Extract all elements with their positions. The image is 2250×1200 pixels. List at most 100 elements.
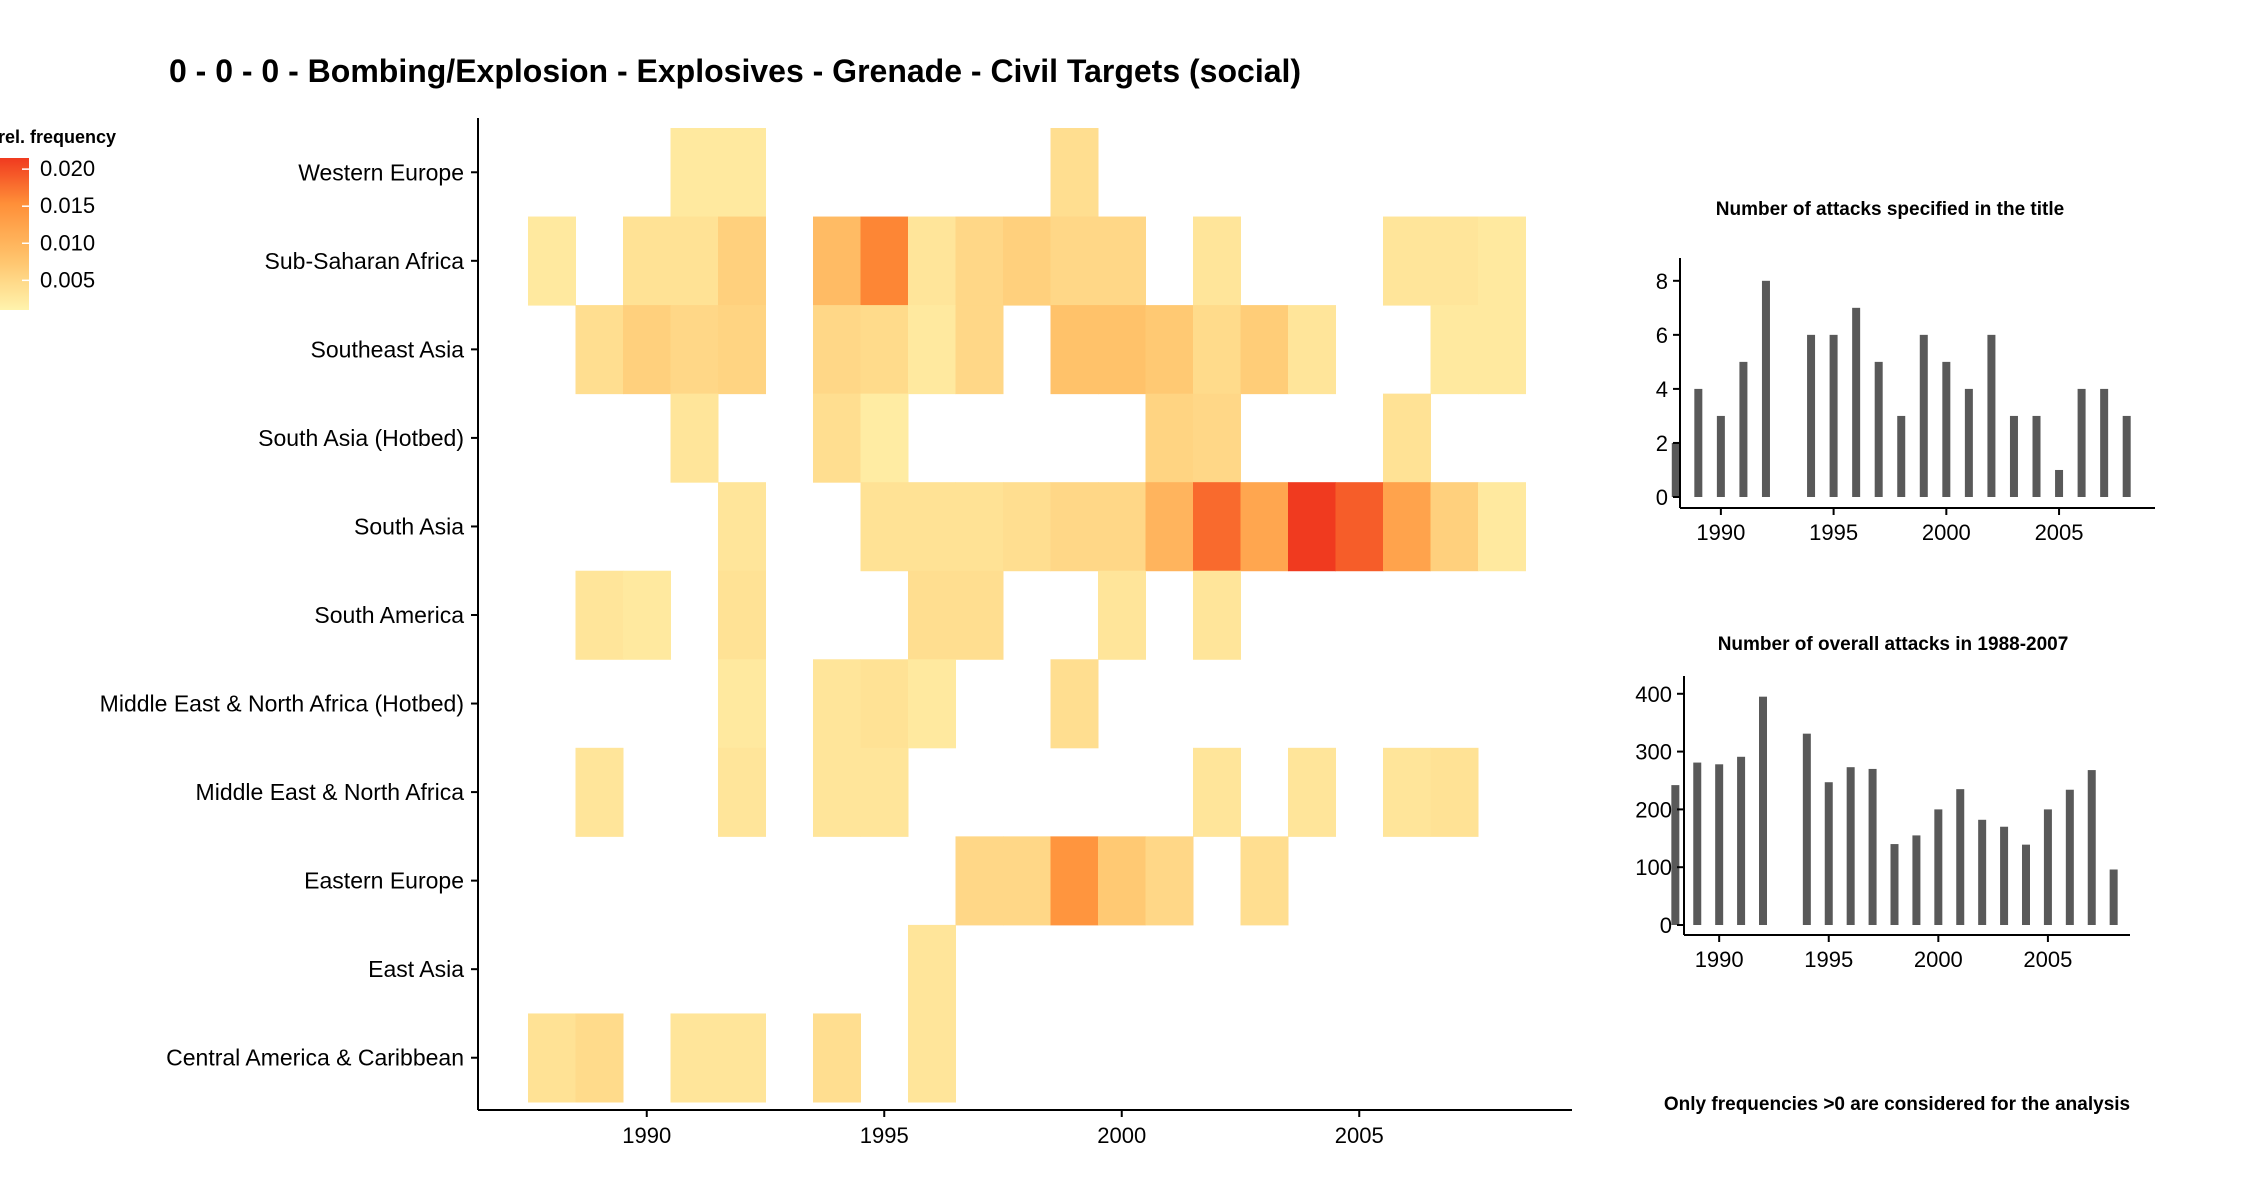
heat-cell-southeast-asia-1992 (718, 305, 766, 395)
attacks-title-bar-chart-bar-2005 (2055, 469, 2064, 497)
heat-cell-south-asia-2001 (1145, 482, 1194, 572)
heat-cell-south-asia-1997 (955, 482, 1004, 572)
heatmap-y-label-middle-east-and-north-africa: Middle East & North Africa (196, 779, 465, 805)
heat-cell-middle-east-and-north-africa-hotbed-1995 (860, 659, 909, 749)
attacks-title-bar-chart-bar-1989 (1694, 388, 1703, 497)
heat-cell-central-america-and-caribbean-1989 (575, 1013, 624, 1103)
attacks-overall-bar-chart-x-label-2005: 2005 (2023, 947, 2072, 972)
heat-cell-sub-saharan-africa-1998 (1003, 216, 1051, 306)
heat-cell-southeast-asia-1989 (575, 305, 624, 395)
heat-cell-sub-saharan-africa-1996 (908, 216, 956, 306)
heat-cell-sub-saharan-africa-2006 (1383, 216, 1431, 306)
heat-cell-south-asia-1992 (718, 482, 766, 572)
legend-title: rel. frequency (0, 127, 116, 147)
heatmap-y-label-middle-east-and-north-africa-hotbed: Middle East & North Africa (Hotbed) (100, 691, 464, 717)
heat-cell-eastern-europe-2001 (1145, 836, 1194, 926)
heatmap-y-label-south-asia: South Asia (354, 513, 464, 539)
attacks-title-bar-chart-bar-1999 (1919, 334, 1928, 497)
heat-cell-south-asia-hotbed-1994 (813, 393, 861, 483)
attacks-title-bar-chart-y-label-8: 8 (1656, 269, 1668, 294)
attacks-title-bar-chart-bar-1998 (1897, 415, 1906, 497)
heat-cell-middle-east-and-north-africa-2006 (1383, 747, 1431, 837)
heat-cell-sub-saharan-africa-2002 (1193, 216, 1241, 306)
heat-cell-middle-east-and-north-africa-2002 (1193, 747, 1241, 837)
heat-cell-middle-east-and-north-africa-1989 (575, 747, 624, 837)
attacks-overall-bar-chart-bar-1990 (1715, 764, 1724, 925)
heat-cell-south-asia-1998 (1003, 482, 1051, 572)
attacks-overall-bar-chart-y-label-100: 100 (1635, 855, 1672, 880)
attacks-title-bar-chart-bar-2002 (1987, 334, 1996, 497)
heat-cell-middle-east-and-north-africa-hotbed-1999 (1050, 659, 1099, 749)
heat-cell-sub-saharan-africa-1988 (528, 216, 576, 306)
attacks-title-panel: Number of attacks specified in the title… (1656, 199, 2155, 545)
attacks-title-bar-chart-bar-1996 (1852, 307, 1861, 497)
heat-cell-southeast-asia-2004 (1288, 305, 1336, 395)
attacks-title-bar-chart-bar-2000 (1942, 361, 1951, 497)
heat-cell-middle-east-and-north-africa-1992 (718, 747, 766, 837)
heatmap-cells (528, 128, 1526, 1103)
attacks-overall-bar-chart-bar-1998 (1890, 844, 1899, 925)
attacks-title-bar-chart-x-label-2005: 2005 (2035, 520, 2084, 545)
heat-cell-south-asia-hotbed-2006 (1383, 393, 1431, 483)
heat-cell-middle-east-and-north-africa-1994 (813, 747, 861, 837)
heat-cell-southeast-asia-2001 (1145, 305, 1194, 395)
heat-cell-south-asia-hotbed-1991 (670, 393, 719, 483)
legend-ticks: 0.005 0.010 0.015 0.020 (22, 156, 95, 292)
heatmap-axes: Western Europe Sub-Saharan Africa Southeas… (100, 118, 1572, 1148)
attacks-overall-bar-chart-bar-1994 (1802, 733, 1811, 925)
attacks-overall-bar-chart-y-label-200: 200 (1635, 797, 1672, 822)
heat-cell-sub-saharan-africa-1995 (860, 216, 909, 306)
heat-cell-south-asia-1999 (1050, 482, 1099, 572)
heat-cell-middle-east-and-north-africa-hotbed-1996 (908, 659, 956, 749)
attacks-overall-bar-chart-bar-2002 (1978, 819, 1987, 925)
heat-cell-middle-east-and-north-africa-hotbed-1992 (718, 659, 766, 749)
heat-cell-sub-saharan-africa-1994 (813, 216, 861, 306)
heat-cell-southeast-asia-1996 (908, 305, 956, 395)
heatmap-y-label-western-europe: Western Europe (298, 159, 464, 185)
heat-cell-eastern-europe-1998 (1003, 836, 1051, 926)
heat-cell-south-asia-2008 (1478, 482, 1526, 572)
heat-cell-southeast-asia-1999 (1050, 305, 1099, 395)
heatmap-panel: Western Europe Sub-Saharan Africa Southeas… (100, 118, 1572, 1148)
heat-cell-central-america-and-caribbean-1992 (718, 1013, 766, 1103)
heatmap-x-label-1990: 1990 (622, 1123, 671, 1148)
heat-cell-middle-east-and-north-africa-hotbed-1994 (813, 659, 861, 749)
legend-tick-label: 0.010 (40, 230, 95, 255)
heat-cell-south-asia-1995 (860, 482, 909, 572)
heat-cell-south-america-1989 (575, 570, 624, 660)
heat-cell-western-europe-1991 (670, 128, 719, 218)
heatmap-x-label-2000: 2000 (1097, 1123, 1146, 1148)
heat-cell-south-asia-2007 (1430, 482, 1479, 572)
attacks-overall-bar-chart-x-label-1995: 1995 (1804, 947, 1853, 972)
attacks-title-bar-chart-bar-1990 (1716, 415, 1725, 497)
heat-cell-central-america-and-caribbean-1994 (813, 1013, 861, 1103)
attacks-title-bar-chart-x-label-2000: 2000 (1922, 520, 1971, 545)
heat-cell-sub-saharan-africa-2007 (1430, 216, 1479, 306)
footnote: Only frequencies >0 are considered for t… (1664, 1094, 2130, 1115)
attacks-title-chart-title: Number of attacks specified in the title (1716, 199, 2064, 220)
attacks-overall-bar-chart-bar-2004 (2021, 844, 2030, 925)
heat-cell-south-america-1997 (955, 570, 1004, 660)
heat-cell-eastern-europe-2003 (1240, 836, 1289, 926)
attacks-title-bar-chart-bar-2006 (2077, 388, 2086, 497)
attacks-overall-bar-chart-bar-2006 (2065, 789, 2074, 925)
attacks-title-bar-chart-bar-1994 (1807, 334, 1816, 497)
attacks-overall-bar-chart-bar-2007 (2087, 770, 2096, 925)
heatmap-y-label-central-america-and-caribbean: Central America & Caribbean (166, 1045, 464, 1071)
attacks-overall-bar-chart-x-label-1990: 1990 (1695, 947, 1744, 972)
heat-cell-south-america-2000 (1098, 570, 1146, 660)
attacks-overall-bar-chart-bar-2001 (1956, 789, 1965, 925)
heat-cell-eastern-europe-1999 (1050, 836, 1099, 926)
attacks-title-bar-chart-x-label-1990: 1990 (1696, 520, 1745, 545)
heat-cell-central-america-and-caribbean-1991 (670, 1013, 719, 1103)
chart-title: 0 - 0 - 0 - Bombing/Explosion - Explosiv… (169, 53, 1301, 89)
heat-cell-southeast-asia-1997 (955, 305, 1004, 395)
legend-tick-label: 0.020 (40, 156, 95, 181)
attacks-title-bar-chart-bar-1997 (1874, 361, 1883, 497)
legend-color-bar (0, 158, 29, 310)
attacks-overall-bar-chart-x-label-2000: 2000 (1914, 947, 1963, 972)
heat-cell-south-asia-hotbed-2002 (1193, 393, 1241, 483)
heat-cell-southeast-asia-2008 (1478, 305, 1526, 395)
attacks-overall-bar-chart-y-label-0: 0 (1660, 913, 1672, 938)
heat-cell-southeast-asia-2003 (1240, 305, 1289, 395)
